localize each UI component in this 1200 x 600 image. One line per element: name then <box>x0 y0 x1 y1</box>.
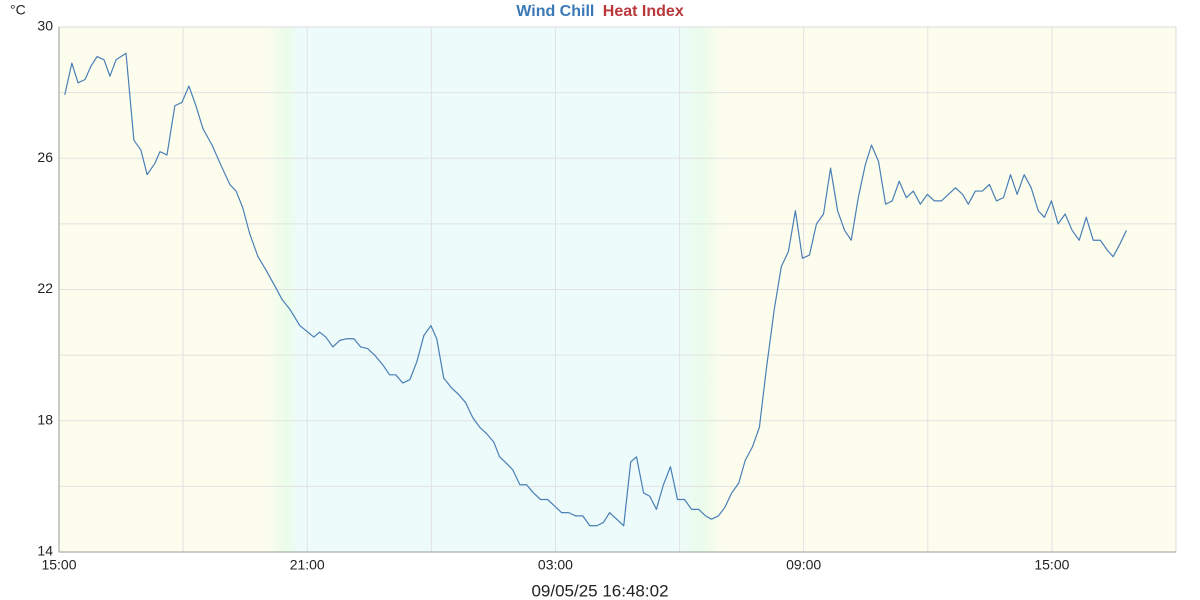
y-tick-label: 14 <box>37 543 53 559</box>
x-tick-label: 15:00 <box>1034 557 1069 573</box>
x-tick-label: 03:00 <box>538 557 573 573</box>
y-tick-label: 30 <box>37 18 53 34</box>
legend-entry: Wind Chill <box>516 3 594 20</box>
x-tick-label: 09:00 <box>786 557 821 573</box>
y-tick-label: 18 <box>37 411 53 427</box>
y-tick-label: 22 <box>37 280 53 296</box>
y-unit: °C <box>10 2 26 18</box>
legend-entry: Heat Index <box>603 3 684 20</box>
plot <box>64 52 1127 527</box>
x-tick-label: 21:00 <box>290 557 325 573</box>
timestamp: 09/05/25 16:48:02 <box>531 581 668 600</box>
y-tick-label: 26 <box>37 149 53 165</box>
x-tick-label: 15:00 <box>41 557 76 573</box>
legend-title: Wind Chill Heat Index <box>516 3 684 20</box>
data-line <box>64 52 1127 527</box>
